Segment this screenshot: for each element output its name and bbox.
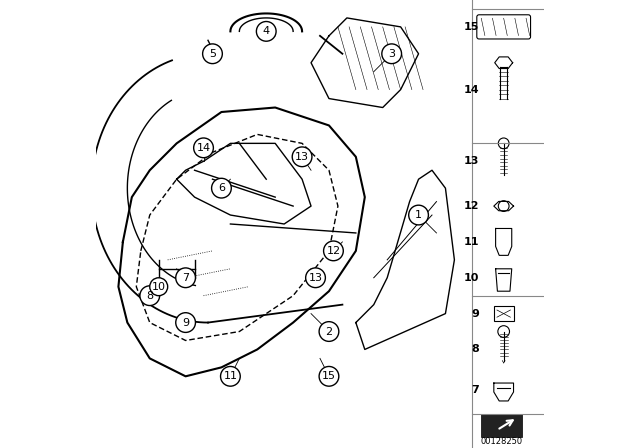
Circle shape [382,44,401,64]
Circle shape [306,268,325,288]
Text: 9: 9 [471,309,479,319]
Circle shape [194,138,213,158]
Text: 5: 5 [209,49,216,59]
Text: 7: 7 [182,273,189,283]
Circle shape [150,278,168,296]
Text: 15: 15 [322,371,336,381]
Text: 2: 2 [325,327,333,336]
Text: 8: 8 [146,291,154,301]
Circle shape [221,366,240,386]
Circle shape [257,22,276,41]
Text: 13: 13 [295,152,309,162]
Circle shape [292,147,312,167]
Circle shape [176,268,195,288]
Text: 14: 14 [196,143,211,153]
Text: 13: 13 [308,273,323,283]
Text: 00128250: 00128250 [481,437,522,446]
Text: 7: 7 [471,385,479,395]
Circle shape [324,241,343,261]
Circle shape [176,313,195,332]
Text: 3: 3 [388,49,395,59]
Text: 14: 14 [463,85,479,95]
Text: 12: 12 [463,201,479,211]
Circle shape [319,322,339,341]
Text: 8: 8 [471,345,479,354]
Text: 1: 1 [415,210,422,220]
Text: 12: 12 [326,246,340,256]
Circle shape [409,205,428,225]
Text: 15: 15 [463,22,479,32]
Circle shape [212,178,231,198]
Circle shape [140,286,159,306]
Circle shape [203,44,222,64]
Text: 4: 4 [262,26,270,36]
Text: 13: 13 [463,156,479,166]
Text: 6: 6 [218,183,225,193]
Text: 10: 10 [152,282,166,292]
Text: 11: 11 [223,371,237,381]
Bar [494,306,513,321]
Text: 10: 10 [463,273,479,283]
Text: 9: 9 [182,318,189,327]
Bar [481,414,522,437]
Text: 11: 11 [463,237,479,247]
Circle shape [319,366,339,386]
